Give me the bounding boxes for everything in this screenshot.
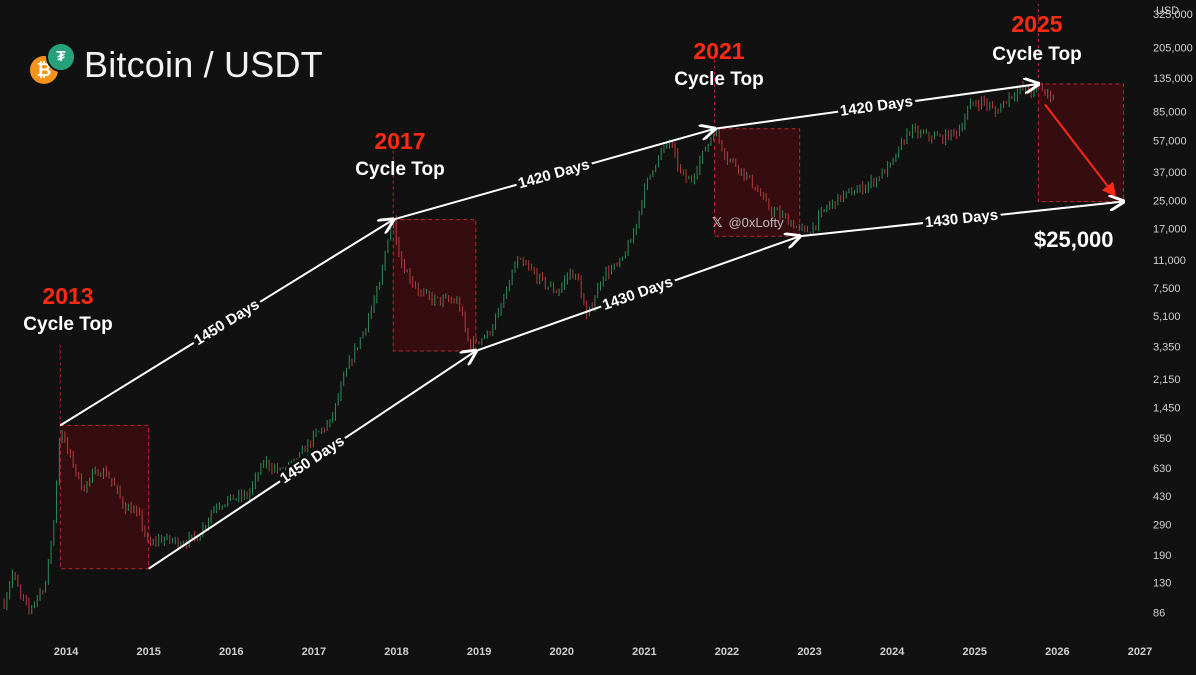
cycle-box-4 [1037,83,1124,203]
cycle-box-2 [392,219,477,352]
days-label-2: 1450 Days [277,432,348,487]
y-tick-label: 86 [1153,608,1165,620]
axis-unit: USD [1156,5,1180,17]
x-tick-label: 2026 [1045,646,1069,658]
x-tick-label: 2023 [797,646,821,658]
y-tick-label: 57,000 [1153,136,1187,148]
cycle-year-2013: 2013 [42,283,94,309]
cycle-arrow-2 [148,351,476,570]
cycle-year-2025: 2025 [1011,11,1063,37]
y-tick-label: 5,100 [1153,311,1181,323]
cycle-year-2021: 2021 [693,38,745,64]
x-tick-label: 2014 [54,646,79,658]
days-label-4: 1430 Days [600,273,675,314]
y-tick-label: 1,450 [1153,402,1181,414]
y-tick-label: 3,350 [1153,342,1181,354]
x-tick-label: 2022 [715,646,739,658]
days-label-3: 1420 Days [516,156,591,192]
x-tick-label: 2024 [880,646,905,658]
cycle-arrow-1 [59,220,393,427]
y-tick-label: 430 [1153,491,1171,503]
y-tick-label: 190 [1153,550,1171,562]
x-tick-label: 2027 [1128,646,1152,658]
y-tick-label: 17,000 [1153,223,1187,235]
y-tick-label: 630 [1153,463,1171,475]
projection-arrow [1044,103,1117,198]
tether-icon: ₮ [46,42,76,72]
y-tick-label: 130 [1153,578,1171,590]
y-tick-label: 135,000 [1153,73,1193,85]
x-tick-label: 2021 [632,646,656,658]
y-tick-label: 325,000 [1153,9,1193,21]
cycle-year-2017: 2017 [374,128,426,154]
y-tick-label: 25,000 [1153,195,1187,207]
x-tick-label: 2019 [467,646,491,658]
days-label-1: 1450 Days [191,296,262,349]
cycle-top-label-2025: Cycle Top [992,44,1082,65]
cycle-top-label-2021: Cycle Top [674,69,764,90]
x-tick-label: 2015 [136,646,160,658]
x-tick-label: 2017 [302,646,326,658]
cycle-arrow-5 [714,84,1039,130]
x-tick-label: 2018 [384,646,408,658]
y-tick-label: 85,000 [1153,106,1187,118]
y-tick-label: 7,500 [1153,283,1181,295]
cycle-arrow-6 [799,202,1124,238]
days-label-6: 1430 Days [924,207,999,232]
y-tick-label: 11,000 [1153,255,1186,267]
y-tick-label: 2,150 [1153,374,1181,386]
target-price-label: $25,000 [1034,227,1114,252]
y-tick-label: 290 [1153,519,1171,531]
cycle-top-label-2013: Cycle Top [23,314,113,335]
cycle-arrow-4 [475,236,800,352]
chart-title: Bitcoin / USDT [84,44,323,85]
watermark: 𝕏 @0xLofty [712,215,784,231]
y-tick-label: 37,000 [1153,167,1187,179]
y-tick-label: 950 [1153,433,1171,445]
days-label-5: 1420 Days [839,93,914,120]
cycle-top-label-2017: Cycle Top [355,159,445,180]
x-tick-label: 2025 [963,646,987,658]
x-tick-label: 2020 [549,646,573,658]
cycle-box-1 [59,424,150,570]
x-tick-label: 2016 [219,646,243,658]
cycle-arrow-3 [392,129,714,221]
y-tick-label: 205,000 [1153,42,1193,54]
x-logo-icon: 𝕏 [712,215,723,230]
watermark-handle: @0xLofty [728,215,784,230]
